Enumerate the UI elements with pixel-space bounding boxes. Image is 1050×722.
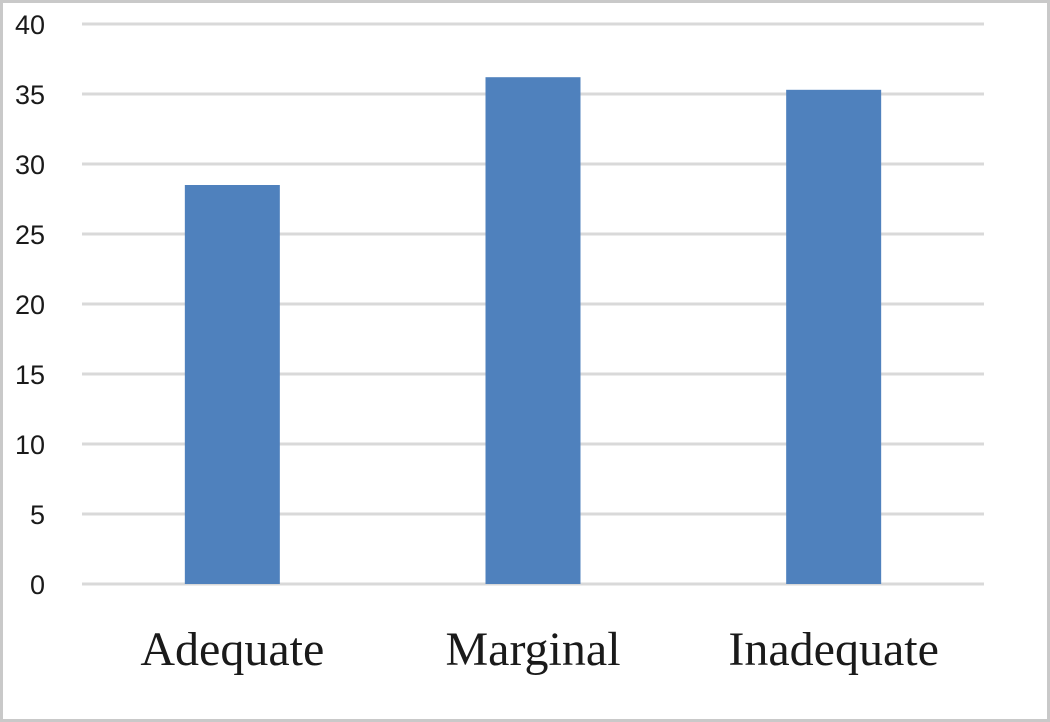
y-tick-label: 15 [15, 360, 45, 390]
y-tick-label: 20 [15, 290, 45, 320]
bar-adequate [184, 185, 280, 584]
bar-inadequate [786, 89, 882, 585]
y-tick-label: 25 [15, 220, 45, 250]
bar-marginal [485, 77, 581, 584]
y-tick-label: 5 [30, 500, 45, 530]
y-tick-label: 0 [30, 570, 45, 600]
y-tick-label: 30 [15, 150, 45, 180]
y-axis-ticks: 0 5 10 15 20 25 30 35 40 [15, 10, 45, 600]
y-tick-label: 40 [15, 10, 45, 40]
bars [184, 77, 882, 585]
x-tick-label: Adequate [140, 623, 324, 676]
y-tick-label: 10 [15, 430, 45, 460]
x-axis-ticks: Adequate Marginal Inadequate [140, 623, 939, 676]
x-tick-label: Marginal [445, 623, 620, 676]
y-tick-label: 35 [15, 80, 45, 110]
x-tick-label: Inadequate [728, 623, 939, 676]
